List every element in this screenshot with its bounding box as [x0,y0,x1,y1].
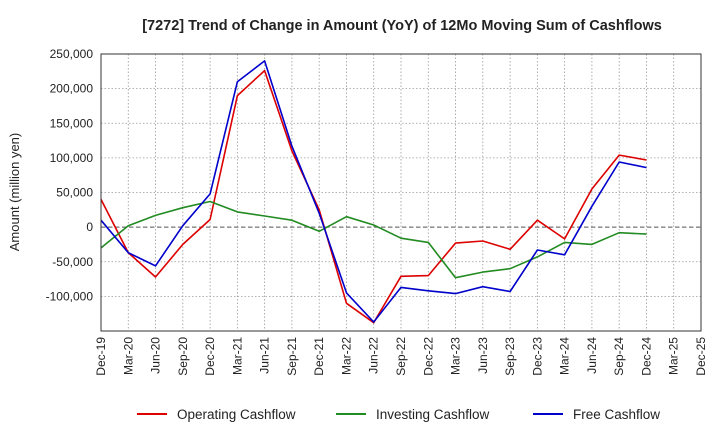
x-tick-label: Jun-21 [258,337,272,374]
x-tick-label: Dec-20 [203,337,217,376]
operating-cashflow-line [100,69,647,324]
y-tick-label: 0 [86,220,93,234]
x-tick-label: Mar-22 [339,337,353,375]
x-tick-label: Mar-21 [230,337,244,375]
y-tick-labels: 250,000 200,000 150,000 100,000 50,000 0 -50,0… [46,47,94,303]
y-axis-title: Amount (million yen) [7,133,22,252]
x-tick-label: Jun-20 [149,337,163,374]
x-tick-label: Jun-23 [476,337,490,374]
x-tick-label: Mar-23 [449,337,463,375]
y-tick-label: 250,000 [50,47,94,61]
y-tick-label: 200,000 [50,82,94,96]
x-tick-label: Mar-20 [121,337,135,375]
x-tick-label: Dec-23 [530,337,544,376]
x-tick-label: Sep-21 [285,337,299,376]
legend: Operating Cashflow Investing Cashflow Free… [137,407,660,422]
x-tick-label: Dec-24 [639,337,653,376]
x-tick-label: Dec-19 [94,337,108,376]
x-tick-label: Dec-22 [421,337,435,376]
free-cashflow-line [100,60,647,323]
chart-title: [7272] Trend of Change in Amount (YoY) o… [142,18,662,34]
x-tick-label: Jun-24 [585,337,599,374]
x-tick-label: Mar-25 [667,337,681,375]
investing-cashflow-legend-label: Investing Cashflow [376,407,490,422]
x-tick-label: Sep-20 [176,337,190,376]
series-lines [100,60,647,324]
x-tick-label: Sep-23 [503,337,517,376]
x-tick-labels: Dec-19 Mar-20 Jun-20 Sep-20 Dec-20 Mar-21 Jun-… [94,337,708,376]
x-tick-label: Sep-24 [612,337,626,376]
y-tick-label: 50,000 [56,186,93,200]
y-tick-label: 100,000 [50,151,94,165]
investing-cashflow-line [100,200,647,279]
plot-frame [100,53,702,332]
operating-cashflow-legend-label: Operating Cashflow [177,407,296,422]
free-cashflow-legend-label: Free Cashflow [573,407,660,422]
y-tick-label: -100,000 [46,289,94,303]
x-tick-label: Dec-21 [312,337,326,376]
y-tick-label: -50,000 [52,255,93,269]
x-tick-label: Sep-22 [394,337,408,376]
grid-lines [100,53,702,331]
x-tick-label: Dec-25 [694,337,708,376]
x-tick-label: Jun-22 [367,337,381,374]
x-tick-label: Mar-24 [558,337,572,375]
y-tick-label: 150,000 [50,116,94,130]
